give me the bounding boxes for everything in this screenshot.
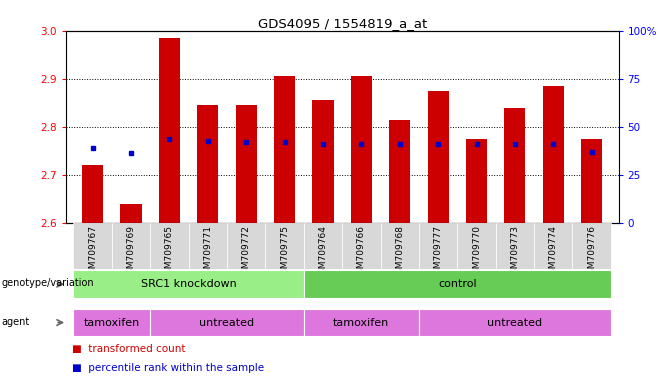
Bar [313, 100, 334, 223]
Text: GSM709774: GSM709774 [549, 225, 558, 280]
Bar [342, 223, 380, 269]
Bar [389, 119, 411, 223]
Bar [466, 139, 487, 223]
Bar [304, 270, 611, 298]
Text: GSM709764: GSM709764 [318, 225, 328, 280]
Text: ■  percentile rank within the sample: ■ percentile rank within the sample [72, 363, 265, 373]
Text: control: control [438, 279, 476, 289]
Bar [304, 309, 419, 336]
Text: untreated: untreated [199, 318, 255, 328]
Bar [227, 223, 265, 269]
Bar [189, 223, 227, 269]
Text: GSM709772: GSM709772 [241, 225, 251, 280]
Bar [419, 223, 457, 269]
Text: GSM709770: GSM709770 [472, 225, 481, 280]
Text: GSM709769: GSM709769 [126, 225, 136, 280]
Bar [150, 223, 189, 269]
Text: ■  transformed count: ■ transformed count [72, 344, 186, 354]
Bar [150, 309, 304, 336]
Bar [581, 139, 602, 223]
Bar [82, 165, 103, 223]
Text: tamoxifen: tamoxifen [333, 318, 390, 328]
Bar [534, 223, 572, 269]
Text: tamoxifen: tamoxifen [84, 318, 140, 328]
Text: GSM709765: GSM709765 [165, 225, 174, 280]
Text: GSM709768: GSM709768 [395, 225, 404, 280]
Bar [572, 223, 611, 269]
Text: GSM709766: GSM709766 [357, 225, 366, 280]
Text: GSM709776: GSM709776 [587, 225, 596, 280]
Bar [380, 223, 419, 269]
Bar [112, 223, 150, 269]
Bar [74, 223, 112, 269]
Bar [457, 223, 495, 269]
Text: agent: agent [1, 317, 30, 327]
Text: GSM709773: GSM709773 [511, 225, 519, 280]
Bar [543, 86, 564, 223]
Bar [159, 38, 180, 223]
Bar [74, 309, 150, 336]
Text: SRC1 knockdown: SRC1 knockdown [141, 279, 236, 289]
Bar [419, 309, 611, 336]
Bar [304, 223, 342, 269]
Bar [120, 204, 141, 223]
Bar [351, 76, 372, 223]
Bar [236, 105, 257, 223]
Text: GSM709775: GSM709775 [280, 225, 289, 280]
Bar [495, 223, 534, 269]
Text: GSM709777: GSM709777 [434, 225, 443, 280]
Bar [197, 105, 218, 223]
Title: GDS4095 / 1554819_a_at: GDS4095 / 1554819_a_at [257, 17, 427, 30]
Bar [265, 223, 304, 269]
Text: GSM709767: GSM709767 [88, 225, 97, 280]
Text: genotype/variation: genotype/variation [1, 278, 94, 288]
Text: GSM709771: GSM709771 [203, 225, 213, 280]
Bar [504, 108, 526, 223]
Bar [74, 270, 304, 298]
Bar [274, 76, 295, 223]
Text: untreated: untreated [488, 318, 542, 328]
Bar [428, 91, 449, 223]
